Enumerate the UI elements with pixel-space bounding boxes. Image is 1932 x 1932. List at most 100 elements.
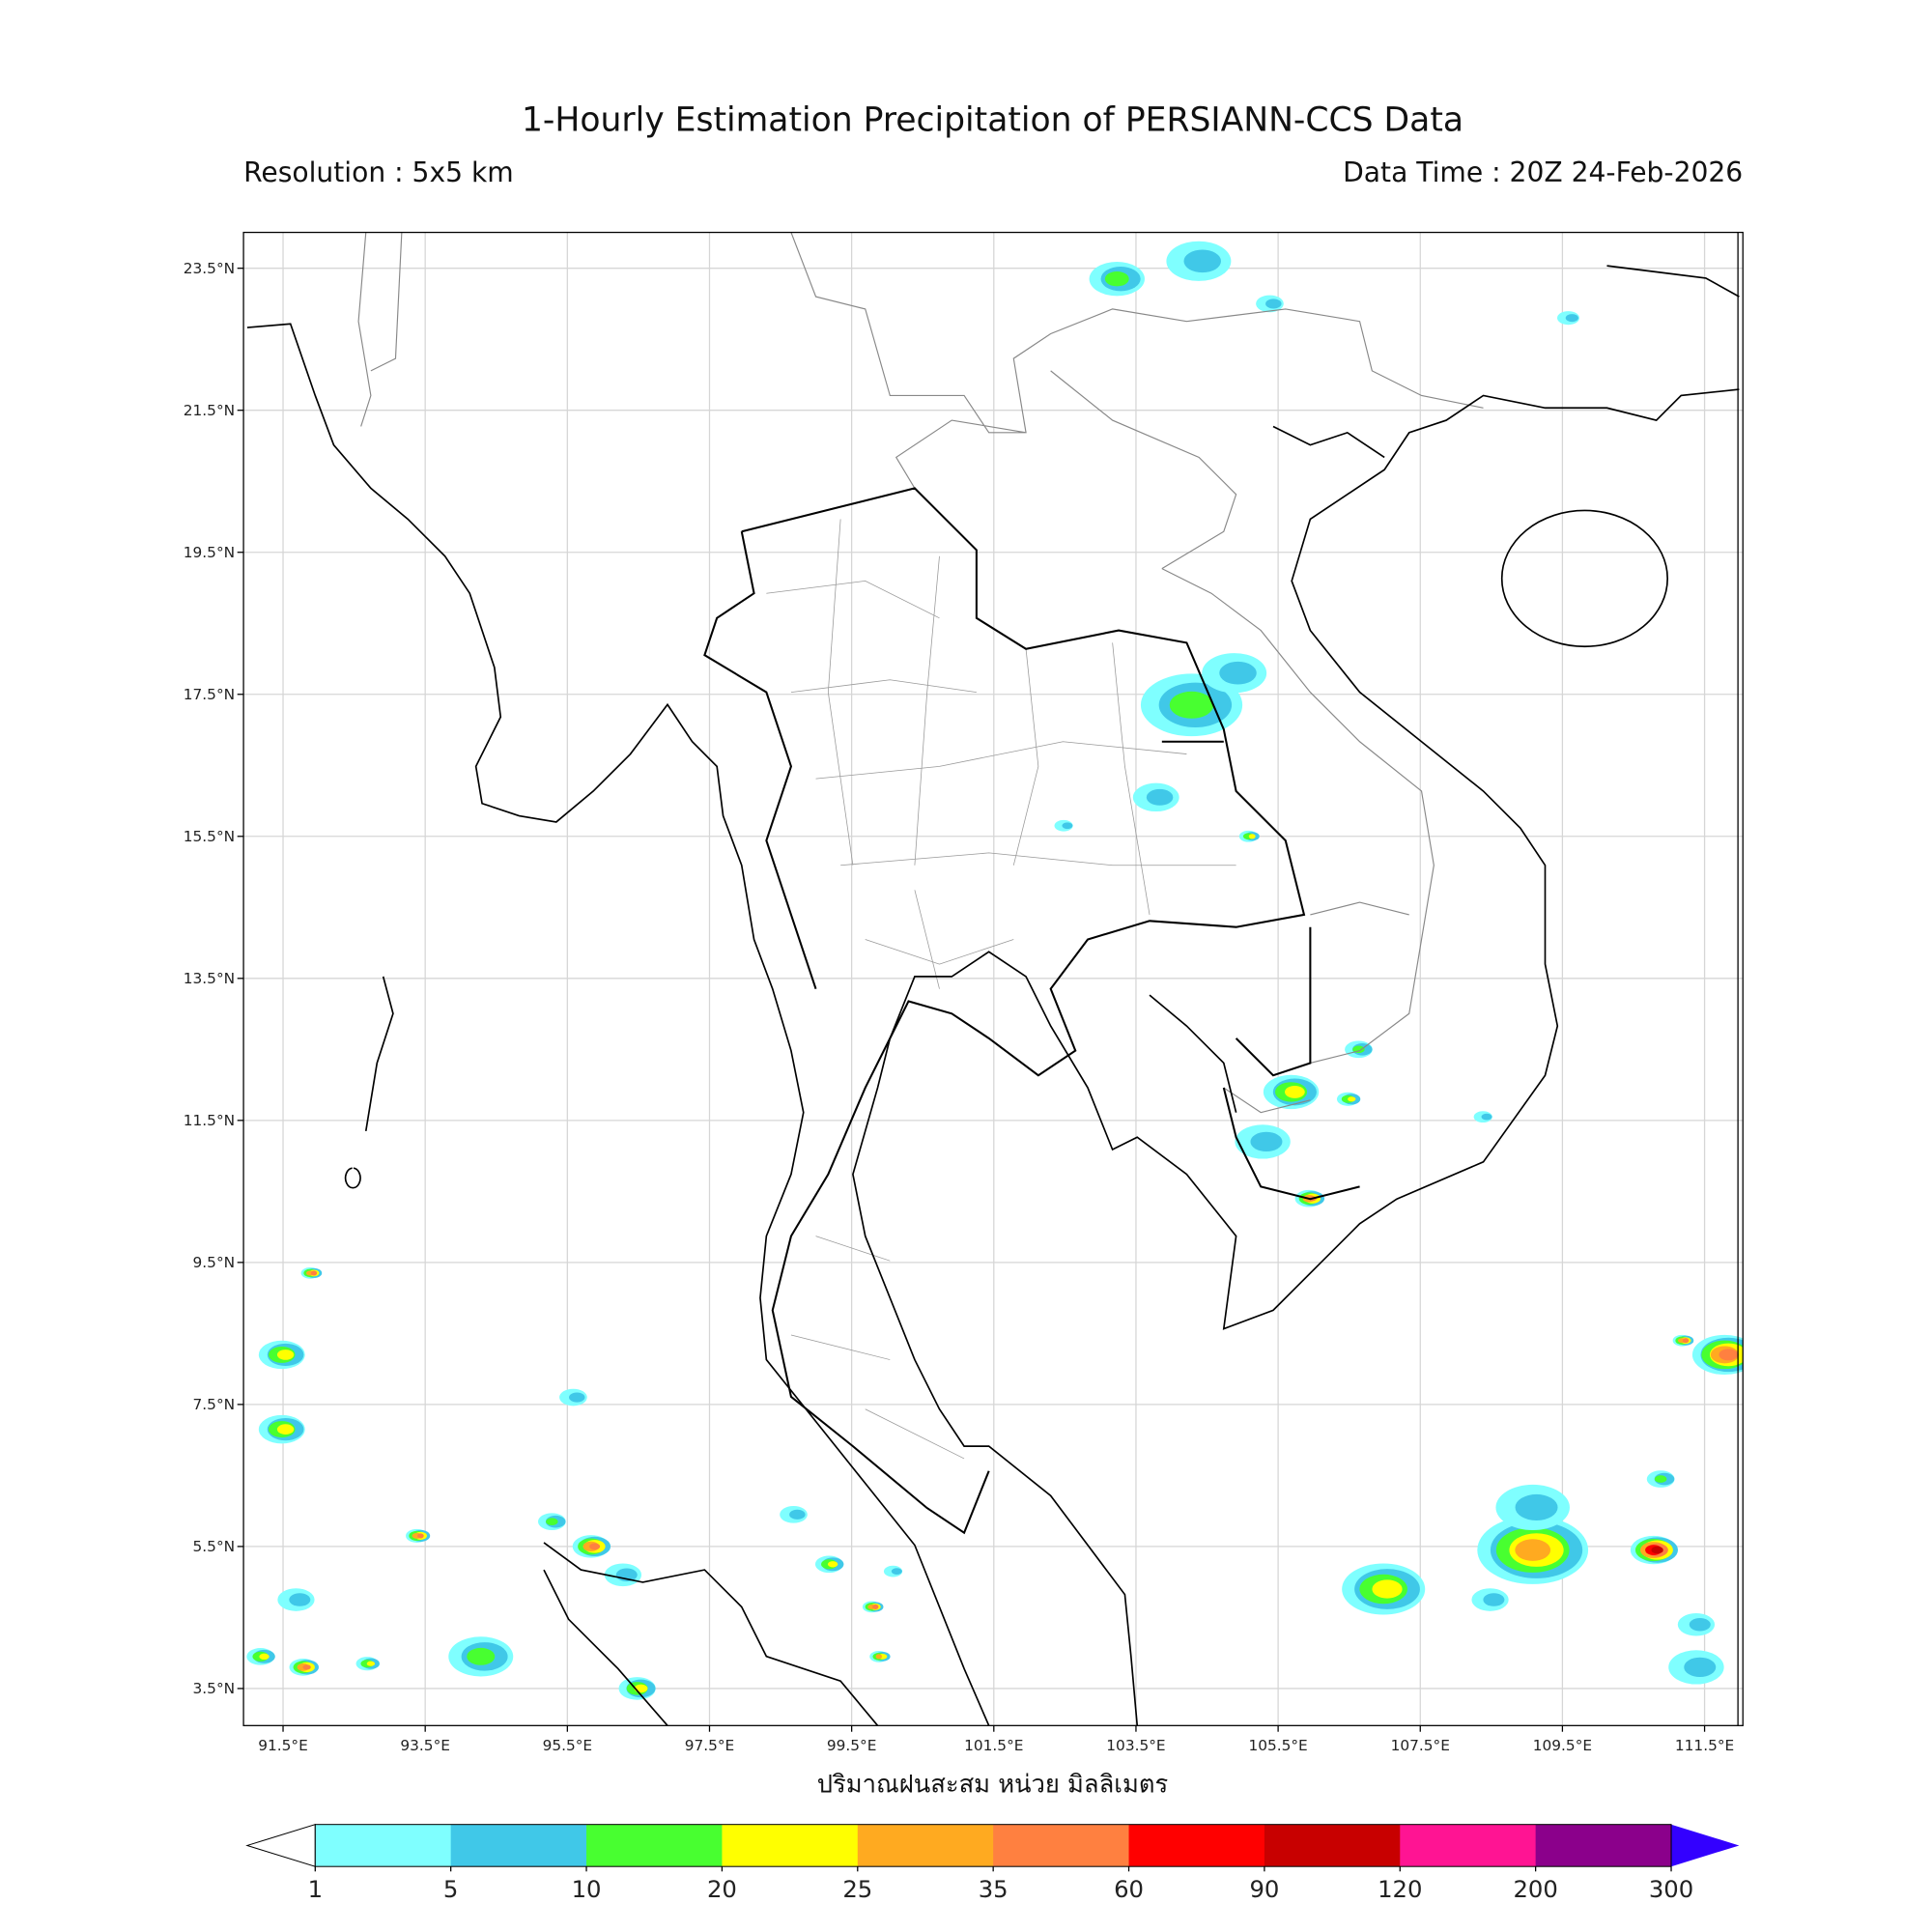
x-tick-label: 91.5°E <box>258 1737 308 1754</box>
y-tick-label: 17.5°N <box>184 686 235 703</box>
x-tick-label: 109.5°E <box>1533 1737 1592 1754</box>
y-tick-label: 19.5°N <box>184 544 235 561</box>
colorbar-segment <box>450 1824 587 1867</box>
colorbar-label: 90 <box>1249 1875 1279 1903</box>
rain-contour <box>276 1424 295 1435</box>
rain-contour <box>1483 1593 1505 1606</box>
rain-contour <box>1684 1657 1717 1678</box>
colorbar-label: 300 <box>1649 1875 1693 1903</box>
rain-contour <box>1348 1096 1356 1102</box>
colorbar-segment <box>1400 1824 1537 1867</box>
rain-cell <box>1557 311 1579 326</box>
rain-contour <box>1372 1579 1403 1599</box>
rain-contour <box>1689 1618 1711 1632</box>
rain-contour <box>276 1350 295 1360</box>
rain-cell <box>1646 1470 1675 1488</box>
rain-cell <box>300 1266 323 1279</box>
rain-contour <box>366 1661 376 1666</box>
colorbar-label: 10 <box>572 1875 602 1903</box>
rain-cell <box>277 1588 315 1611</box>
rain-cell <box>537 1513 566 1531</box>
colorbar-label: 5 <box>443 1875 458 1903</box>
rain-cell <box>1495 1484 1570 1531</box>
rain-cell <box>1471 1588 1509 1611</box>
colorbar-segment <box>722 1824 859 1867</box>
rain-cell <box>1238 830 1260 842</box>
rain-cell <box>406 1528 431 1543</box>
rain-contour <box>259 1653 270 1661</box>
y-tick-label: 7.5°N <box>193 1396 236 1413</box>
rain-contour <box>1515 1539 1551 1561</box>
rain-cell <box>618 1677 656 1700</box>
y-tick-label: 15.5°N <box>184 828 235 845</box>
country-borders <box>357 232 1484 1114</box>
rain-contour <box>827 1561 838 1568</box>
rain-cell <box>780 1505 808 1523</box>
rain-cell <box>1473 1111 1492 1123</box>
data-time-label: Data Time : 20Z 24-Feb-2026 <box>1343 157 1744 189</box>
rain-contour <box>1169 691 1214 719</box>
rain-cell <box>883 1565 903 1577</box>
x-tick-label: 97.5°E <box>685 1737 735 1754</box>
rain-cell <box>1132 782 1179 812</box>
rain-cell <box>814 1555 844 1574</box>
rain-contour <box>1250 1131 1283 1152</box>
thailand-outline <box>703 487 1360 1535</box>
colorbar-over-arrow <box>1671 1824 1740 1867</box>
rain-contour <box>1481 1113 1492 1121</box>
rain-contour <box>1219 661 1257 685</box>
rain-contour <box>417 1533 424 1539</box>
colorbar-segment <box>1535 1824 1672 1867</box>
rain-contour <box>1183 249 1221 273</box>
rain-cell <box>1263 1074 1320 1110</box>
rain-contour <box>589 1543 601 1550</box>
colorbar-label: 120 <box>1378 1875 1422 1903</box>
y-tick-label: 5.5°N <box>193 1538 236 1555</box>
rain-cell <box>1677 1612 1716 1636</box>
rain-contour <box>1284 1086 1305 1098</box>
rain-cell <box>1342 1563 1426 1615</box>
coastlines <box>246 265 1740 1726</box>
rain-cell <box>1336 1092 1361 1106</box>
colorbar-label: 60 <box>1114 1875 1144 1903</box>
colorbar-label: 25 <box>842 1875 872 1903</box>
rain-cell <box>258 1414 305 1444</box>
y-tick-label: 11.5°N <box>184 1112 235 1129</box>
colorbar-segment <box>586 1824 724 1867</box>
colorbar-segment <box>857 1824 994 1867</box>
x-tick-label: 99.5°E <box>827 1737 877 1754</box>
rain-cell <box>1672 1334 1694 1347</box>
rain-cell <box>1345 1040 1373 1059</box>
colorbar-label: 35 <box>979 1875 1009 1903</box>
rain-contour <box>546 1518 558 1526</box>
colorbar-under-arrow <box>245 1823 316 1867</box>
rain-contour <box>875 1654 882 1660</box>
rain-contour <box>569 1392 585 1403</box>
rain-cell <box>258 1340 305 1370</box>
rain-contour <box>872 1604 879 1609</box>
rain-cell <box>1054 819 1073 832</box>
y-tick-label: 23.5°N <box>184 260 235 277</box>
x-tick-label: 103.5°E <box>1106 1737 1165 1754</box>
y-tick-label: 13.5°N <box>184 970 235 987</box>
rain-contour <box>302 1664 311 1670</box>
rain-contour <box>1682 1338 1690 1344</box>
rain-cell <box>1202 653 1267 694</box>
rain-contour <box>1248 834 1256 839</box>
rain-cell <box>1166 241 1232 281</box>
rain-cell <box>869 1650 891 1662</box>
colorbar-segment <box>1128 1824 1265 1867</box>
rain-cell <box>1630 1535 1678 1565</box>
rain-cell <box>559 1388 587 1406</box>
x-axis-label: ปริมาณฝนสะสม หน่วย มิลลิเมตร <box>816 1769 1169 1799</box>
rain-cell <box>1235 1124 1291 1159</box>
gridlines <box>243 232 1744 1726</box>
rain-cell <box>1691 1334 1744 1376</box>
rain-contour <box>1265 298 1282 309</box>
rain-cell <box>1256 295 1284 313</box>
x-tick-label: 111.5°E <box>1675 1737 1734 1754</box>
colorbar-label: 200 <box>1513 1875 1557 1903</box>
x-tick-label: 107.5°E <box>1391 1737 1450 1754</box>
colorbar-segment <box>315 1824 452 1867</box>
rain-cell <box>1477 1516 1589 1584</box>
